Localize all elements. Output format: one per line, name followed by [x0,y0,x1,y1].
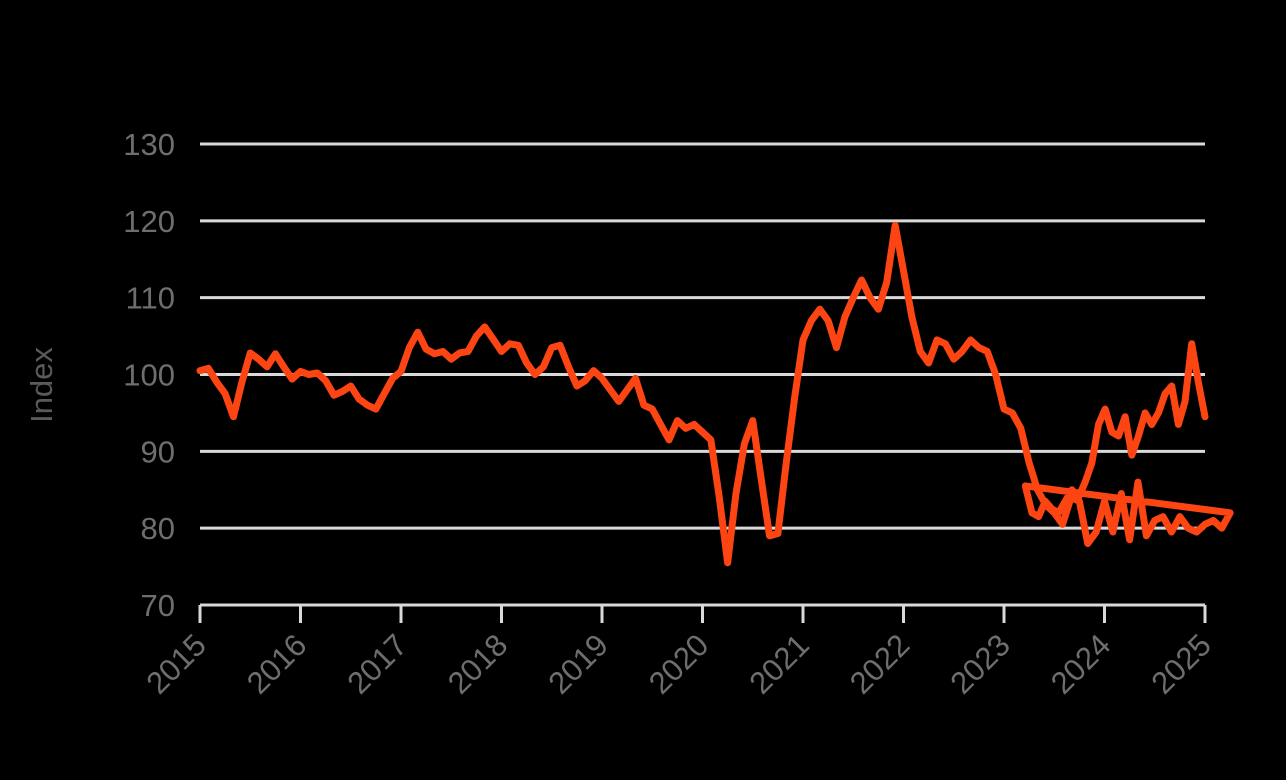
y-tick-label-120: 120 [123,204,175,239]
y-tick-label-80: 80 [141,511,175,546]
series-line-index [196,221,1234,567]
y-tick-label-90: 90 [141,434,175,469]
y-tick-label-100: 100 [123,358,175,393]
y-tick-label-130: 130 [123,127,175,162]
y-axis-title: Index [24,347,59,423]
gridlines-group [200,142,1205,530]
y-tick-label-110: 110 [126,281,175,316]
x-axis-tickmarks [198,605,1207,623]
y-tick-label-70: 70 [141,588,175,623]
y-axis-tick-labels: 70 80 90 100 110 120 130 [123,127,175,623]
